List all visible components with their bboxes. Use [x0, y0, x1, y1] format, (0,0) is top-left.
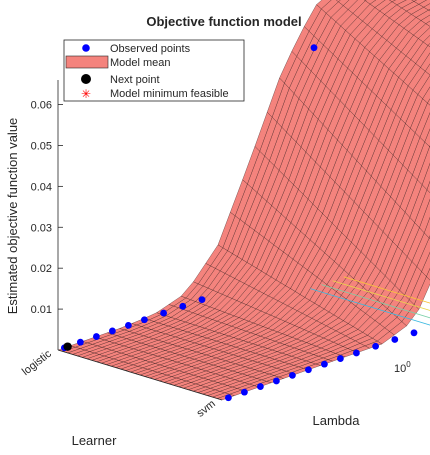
- observed-point: [141, 316, 148, 323]
- legend-label: Observed points: [110, 43, 191, 55]
- observed-point: [109, 328, 116, 335]
- z-tick-label: 0.01: [31, 304, 52, 316]
- lambda-tick-exponent: 0: [406, 360, 411, 369]
- z-tick-label: 0.04: [31, 181, 52, 193]
- z-tick-label: 0.06: [31, 100, 52, 112]
- chart-title: Objective function model: [146, 14, 301, 29]
- legend-entry-model-mean: Model mean: [66, 56, 171, 69]
- legend: Observed points Model mean Next point ✳ …: [64, 40, 244, 101]
- observed-point: [289, 372, 296, 379]
- observed-point: [311, 44, 318, 51]
- observed-marker: [82, 44, 90, 52]
- learner-tick-label: svm: [195, 398, 218, 420]
- next-point-marker: [81, 74, 91, 84]
- observed-point: [179, 303, 186, 310]
- z-tick-label: 0.02: [31, 263, 52, 275]
- observed-point: [321, 361, 328, 368]
- observed-point: [411, 329, 418, 336]
- model-mean-swatch: [66, 56, 108, 68]
- x-axis-label: Learner: [72, 433, 117, 448]
- z-axis-label: Estimated objective function value: [5, 118, 20, 315]
- y-axis-label: Lambda: [313, 413, 361, 428]
- observed-point: [93, 333, 100, 340]
- z-tick-label: 0.03: [31, 222, 52, 234]
- legend-label: Next point: [110, 74, 160, 86]
- observed-point: [125, 322, 132, 329]
- observed-point: [77, 339, 84, 346]
- legend-label: Model minimum feasible: [110, 88, 229, 100]
- asterisk-marker: ✳: [81, 87, 91, 101]
- observed-point: [305, 366, 312, 373]
- next-point: [63, 342, 71, 350]
- observed-point: [391, 336, 398, 343]
- observed-point: [372, 343, 379, 350]
- lambda-tick-label: 100: [394, 360, 411, 375]
- observed-point: [241, 389, 248, 396]
- observed-point: [273, 378, 280, 385]
- z-tick-label: 0.05: [31, 140, 52, 152]
- legend-label: Model mean: [110, 57, 171, 69]
- learner-tick-label: logistic: [20, 348, 54, 378]
- observed-point: [353, 350, 360, 357]
- observed-point: [160, 310, 167, 317]
- observed-point: [199, 296, 206, 303]
- observed-point: [225, 394, 232, 401]
- lambda-tick-base: 10: [394, 363, 406, 375]
- observed-point: [337, 355, 344, 362]
- observed-point: [257, 383, 264, 390]
